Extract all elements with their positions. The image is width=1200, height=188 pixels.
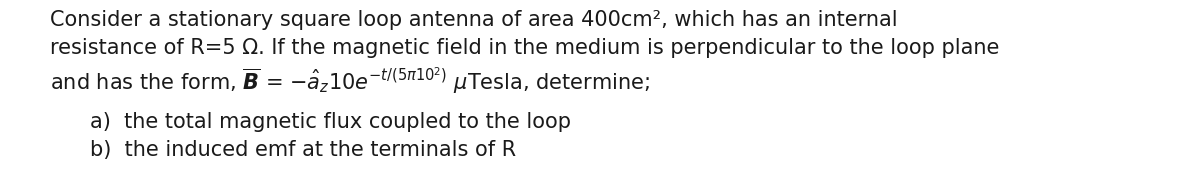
Text: Consider a stationary square loop antenna of area 400cm², which has an internal: Consider a stationary square loop antenn… — [50, 10, 898, 30]
Text: a)  the total magnetic flux coupled to the loop: a) the total magnetic flux coupled to th… — [90, 112, 571, 132]
Text: b)  the induced emf at the terminals of R: b) the induced emf at the terminals of R — [90, 140, 516, 160]
Text: and has the form, $\overline{\boldsymbol{B}}$ = $-\hat{a}_z 10e^{-t/(5\pi 10^2)}: and has the form, $\overline{\boldsymbol… — [50, 66, 650, 96]
Text: resistance of R=5 Ω. If the magnetic field in the medium is perpendicular to the: resistance of R=5 Ω. If the magnetic fie… — [50, 38, 1000, 58]
